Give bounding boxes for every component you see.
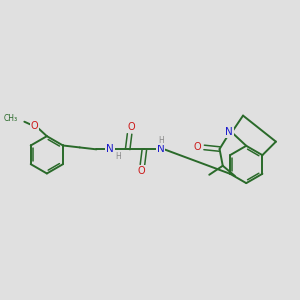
- Text: N: N: [157, 144, 164, 154]
- Text: O: O: [194, 142, 202, 152]
- Text: N: N: [106, 144, 114, 154]
- Text: O: O: [31, 121, 38, 131]
- Text: N: N: [225, 127, 233, 137]
- Text: H: H: [158, 136, 164, 145]
- Text: CH₃: CH₃: [4, 114, 18, 123]
- Text: H: H: [115, 152, 121, 161]
- Text: O: O: [127, 122, 135, 133]
- Text: O: O: [137, 166, 145, 176]
